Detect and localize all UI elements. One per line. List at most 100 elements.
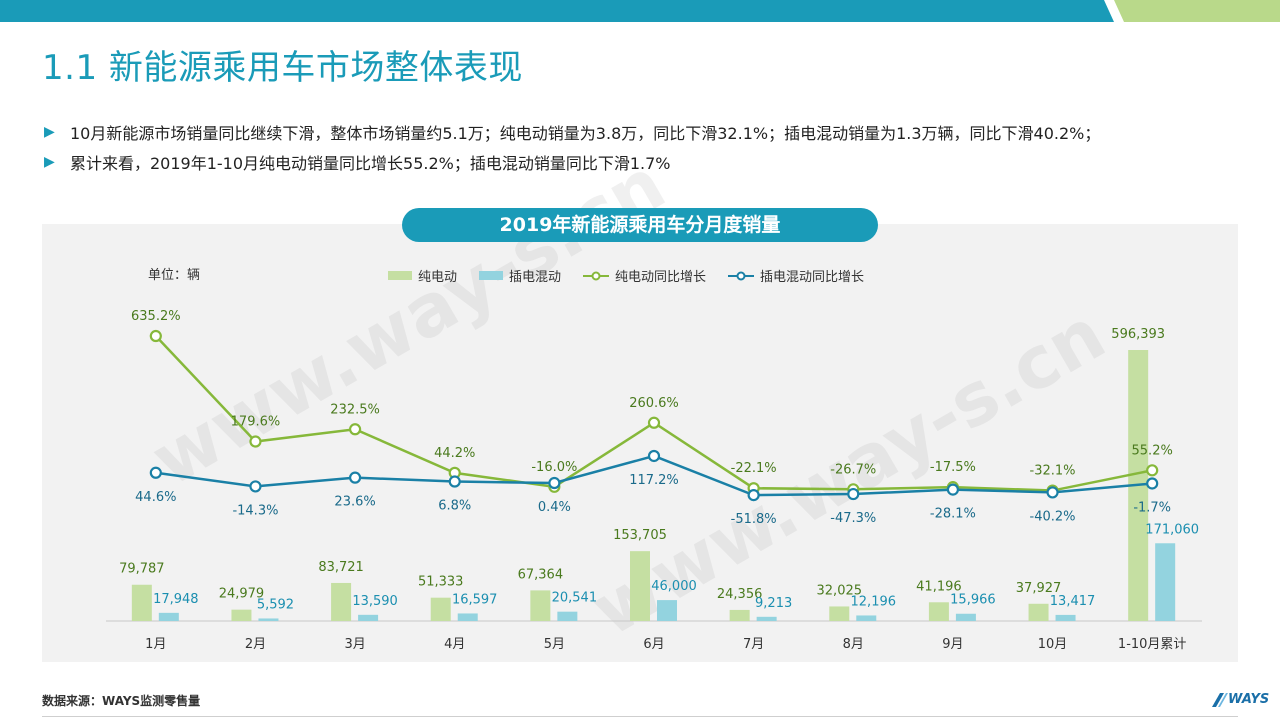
- data-label-bev: 24,356: [717, 587, 763, 602]
- data-label-phev: 13,590: [352, 594, 398, 609]
- point-phev-growth: [1046, 486, 1059, 499]
- data-label-phev: 17,948: [153, 592, 199, 607]
- data-label-phev-growth: -47.3%: [830, 511, 876, 526]
- bar-bev: [1028, 603, 1049, 621]
- point-phev-growth: [647, 449, 661, 463]
- bullet-item: ▶ 累计来看，2019年1-10月纯电动销量同比增长55.2%；插电混动销量同比…: [44, 148, 1264, 176]
- x-tick-label: 7月: [743, 637, 764, 652]
- x-tick-label: 2月: [245, 637, 266, 652]
- legend-label: 插电混动: [509, 270, 562, 285]
- x-tick-label: 10月: [1038, 637, 1068, 652]
- data-label-phev: 171,060: [1145, 522, 1199, 537]
- ways-logo: WAYS: [1212, 692, 1269, 707]
- data-label-phev-growth: 117.2%: [629, 473, 679, 488]
- x-tick-label: 1月: [145, 637, 166, 652]
- data-label-bev-growth: 260.6%: [629, 396, 679, 411]
- data-label-bev: 83,721: [318, 560, 364, 575]
- point-bev-growth: [348, 423, 362, 436]
- point-bev-growth: [249, 435, 262, 448]
- data-label-phev-growth: 0.4%: [538, 500, 571, 515]
- data-label-phev-growth: 6.8%: [438, 499, 471, 514]
- bar-bev: [430, 597, 451, 621]
- bar-phev: [557, 611, 578, 621]
- point-bev-growth: [1146, 464, 1159, 477]
- data-label-bev: 67,364: [518, 567, 564, 582]
- x-tick-label: 5月: [544, 637, 565, 652]
- legend-swatch-bev: [388, 271, 412, 280]
- point-phev-growth: [747, 489, 760, 502]
- footer-divider: [42, 716, 1238, 717]
- data-label-bev-growth: 55.2%: [1132, 443, 1173, 458]
- bullet-text: 10月新能源市场销量同比继续下滑，整体市场销量约5.1万；纯电动销量为3.8万，…: [70, 124, 1101, 143]
- legend-item-phev: 插电混动: [479, 266, 561, 285]
- legend-label: 插电混动同比增长: [760, 270, 865, 285]
- chart-title: 2019年新能源乘用车分月度销量: [402, 208, 878, 242]
- bar-phev: [358, 614, 379, 621]
- bullet-item: ▶ 10月新能源市场销量同比继续下滑，整体市场销量约5.1万；纯电动销量为3.8…: [44, 118, 1264, 146]
- x-tick-label: 6月: [643, 637, 664, 652]
- data-label-bev-growth: 44.2%: [434, 446, 475, 461]
- bar-phev: [955, 613, 976, 621]
- point-phev-growth: [448, 475, 461, 488]
- data-label-phev: 46,000: [651, 579, 697, 594]
- data-label-bev: 51,333: [418, 575, 464, 590]
- x-tick-label: 3月: [344, 637, 365, 652]
- data-label-bev: 24,979: [219, 587, 265, 602]
- triangle-right-icon: ▶: [44, 124, 55, 140]
- chart-legend: 纯电动 插电混动 纯电动同比增长 插电混动同比增长: [388, 266, 886, 285]
- x-tick-label: 1-10月累计: [1118, 637, 1187, 652]
- legend-line-phev-growth: [728, 271, 755, 280]
- data-label-bev: 32,025: [817, 583, 863, 598]
- data-label-bev: 153,705: [613, 528, 667, 543]
- bar-phev: [657, 600, 677, 621]
- data-label-phev: 9,213: [755, 596, 792, 611]
- page-title: 1.1 新能源乘用车市场整体表现: [42, 48, 523, 88]
- data-label-phev: 16,597: [452, 592, 498, 607]
- data-label-phev: 12,196: [851, 594, 897, 609]
- point-phev-growth: [348, 471, 362, 484]
- bar-bev: [231, 609, 252, 621]
- legend-label: 纯电动: [418, 270, 458, 285]
- line-bev-growth: [154, 335, 1153, 492]
- data-label-phev-growth: -1.7%: [1133, 500, 1171, 515]
- x-tick-label: 9月: [942, 637, 963, 652]
- legend-item-bev: 纯电动: [388, 266, 457, 285]
- data-label-bev: 596,393: [1111, 327, 1165, 342]
- data-label-phev-growth: -40.2%: [1030, 509, 1076, 524]
- data-label-phev-growth: -51.8%: [731, 512, 777, 527]
- bar-bev: [331, 582, 352, 621]
- data-label-bev-growth: -17.5%: [930, 460, 976, 475]
- legend-swatch-phev: [479, 271, 504, 280]
- bar-bev: [530, 590, 551, 621]
- bullet-list: ▶ 10月新能源市场销量同比继续下滑，整体市场销量约5.1万；纯电动销量为3.8…: [44, 118, 1264, 178]
- data-label-phev-growth: -28.1%: [930, 507, 976, 522]
- bar-bev: [630, 551, 650, 621]
- bar-phev: [1055, 614, 1076, 621]
- data-label-bev: 37,927: [1016, 581, 1062, 596]
- data-label-bev-growth: -16.0%: [531, 460, 577, 475]
- x-tick-label: 4月: [444, 637, 465, 652]
- point-bev-growth: [647, 416, 661, 429]
- data-label-phev-growth: -14.3%: [232, 503, 278, 518]
- bar-bev: [131, 584, 152, 621]
- logo-text: WAYS: [1228, 692, 1270, 707]
- data-label-bev: 41,196: [916, 579, 962, 594]
- data-label-bev-growth: 635.2%: [131, 309, 181, 324]
- data-label-bev-growth: -22.1%: [731, 461, 777, 476]
- bar-phev: [457, 613, 478, 621]
- data-source: 数据来源：WAYS监测零售量: [42, 694, 201, 708]
- bar-bev: [928, 602, 949, 621]
- ways-logo-icon: [1212, 692, 1228, 707]
- legend-item-bev-growth: 纯电动同比增长: [583, 266, 706, 285]
- legend-line-bev-growth: [583, 271, 610, 280]
- data-label-phev: 13,417: [1050, 594, 1096, 609]
- unit-label: 单位：辆: [148, 268, 201, 283]
- legend-label: 纯电动同比增长: [615, 270, 707, 285]
- data-label-phev: 20,541: [552, 591, 598, 606]
- legend-item-phev-growth: 插电混动同比增长: [728, 266, 864, 285]
- point-phev-growth: [847, 487, 860, 501]
- point-phev-growth: [548, 476, 561, 490]
- data-label-phev: 5,592: [257, 597, 294, 612]
- bar-phev: [158, 612, 179, 621]
